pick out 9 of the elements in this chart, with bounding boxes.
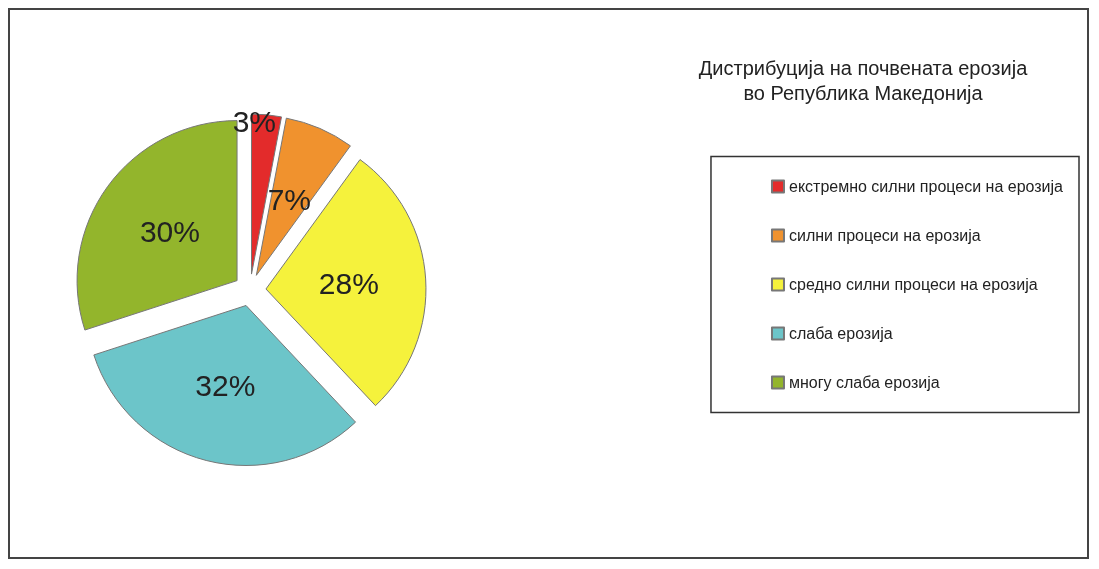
data-label: 28%: [318, 267, 379, 301]
legend-label: екстремно силни процеси на ерозија: [788, 178, 1064, 195]
data-label: 30%: [139, 215, 200, 249]
legend-label: слаба ерозија: [788, 325, 893, 342]
chart-title: Дистрибуција на почвената ерозија во Република Македонија: [698, 56, 1029, 104]
legend-label: многу слаба ерозија: [788, 374, 940, 391]
legend-label: средно силни процеси на ерозија: [788, 276, 1038, 293]
legend-label: силни процеси на ерозија: [788, 227, 981, 244]
data-label: 32%: [195, 369, 256, 403]
